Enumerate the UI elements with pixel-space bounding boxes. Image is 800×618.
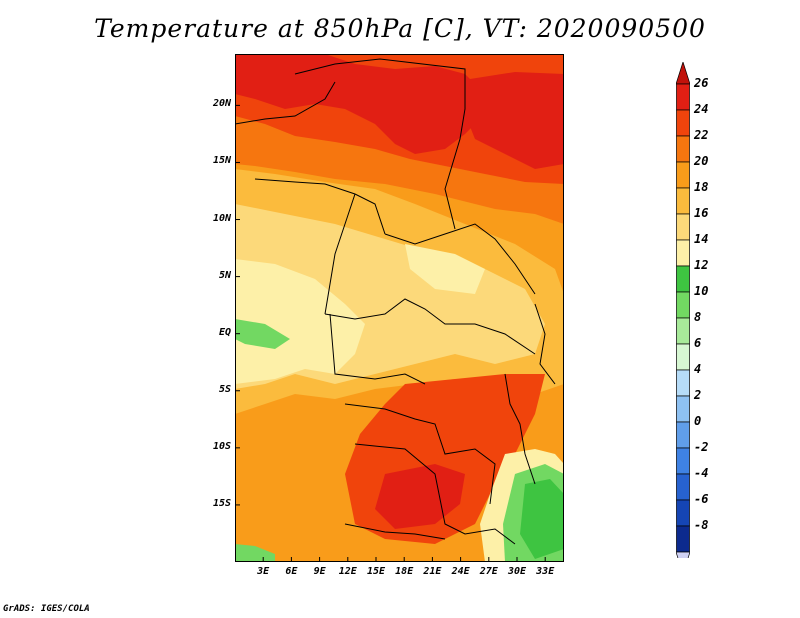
- colorbar-swatch: [676, 187, 690, 215]
- contour-26: [235, 54, 485, 154]
- lat-label: EQ: [218, 326, 231, 338]
- lat-label: 5S: [218, 383, 231, 395]
- colorbar-swatch: [676, 369, 690, 397]
- credit-text: GrADS: IGES/COLA: [3, 604, 90, 614]
- colorbar-swatch: [676, 265, 690, 293]
- colorbar-swatch: [676, 395, 690, 423]
- colorbar-label: 12: [694, 258, 709, 272]
- colorbar-swatch: [676, 473, 690, 501]
- colorbar-swatch: [676, 447, 690, 475]
- colorbar-label: 26: [694, 76, 709, 90]
- lon-label: 6E: [285, 566, 298, 577]
- lon-label: 24E: [451, 566, 470, 577]
- lat-label: 10S: [212, 440, 231, 452]
- colorbar-label: 22: [694, 128, 709, 142]
- contour-26-ne: [465, 72, 564, 169]
- colorbar-label: -6: [694, 492, 709, 506]
- map-frame: [235, 54, 564, 562]
- lon-label: 12E: [338, 566, 357, 577]
- colorbar-label: 6: [694, 336, 702, 350]
- contour-10-wcoast: [235, 319, 290, 349]
- temperature-map: [235, 54, 564, 562]
- colorbar-label: 4: [694, 362, 702, 376]
- colorbar-swatch: [676, 213, 690, 241]
- lon-label: 33E: [536, 566, 555, 577]
- lon-label: 27E: [479, 566, 498, 577]
- lon-label: 21E: [423, 566, 442, 577]
- colorbar: [676, 62, 690, 558]
- contour-10: [520, 479, 564, 559]
- colorbar-swatch: [676, 109, 690, 137]
- lon-label: 30E: [507, 566, 527, 577]
- colorbar-label: 10: [694, 284, 709, 298]
- colorbar-bottom-arrow: [676, 551, 690, 558]
- lat-label: 20N: [212, 98, 231, 110]
- contour-14: [235, 259, 365, 384]
- contour-10-sw: [235, 544, 275, 562]
- chart-title: Temperature at 850hPa [C], VT: 202009050…: [94, 14, 706, 43]
- country-boundaries: [235, 58, 556, 545]
- lat-label: 10N: [212, 212, 231, 224]
- colorbar-label: 18: [694, 180, 709, 194]
- colorbar-swatch: [676, 83, 690, 111]
- colorbar-swatch: [676, 317, 690, 345]
- colorbar-label: 2: [694, 388, 702, 402]
- lat-label: 15N: [212, 155, 231, 167]
- contour-14-east: [405, 244, 485, 294]
- latitude-ticks: [235, 104, 240, 506]
- longitude-ticks: [262, 557, 546, 562]
- colorbar-label: 8: [694, 310, 702, 324]
- colorbar-label: 0: [694, 414, 702, 428]
- colorbar-swatch: [676, 525, 690, 553]
- colorbar-label: -8: [694, 518, 709, 532]
- lat-label: 15S: [212, 497, 231, 509]
- lat-label: 5N: [218, 269, 231, 281]
- colorbar-swatch: [676, 421, 690, 449]
- colorbar-swatch: [676, 499, 690, 527]
- colorbar-label: 20: [694, 154, 709, 168]
- colorbar-swatch: [676, 135, 690, 163]
- colorbar-label: -2: [694, 440, 709, 454]
- colorbar-label: -4: [694, 466, 709, 480]
- lon-label: 9E: [313, 566, 326, 577]
- colorbar-label: 24: [694, 102, 709, 116]
- colorbar-swatch: [676, 239, 690, 267]
- colorbar-swatch: [676, 291, 690, 319]
- lon-label: 3E: [257, 566, 270, 577]
- colorbar-swatch: [676, 343, 690, 371]
- colorbar-swatch: [676, 161, 690, 189]
- lon-label: 15E: [366, 566, 386, 577]
- colorbar-label: 14: [694, 232, 709, 246]
- lon-label: 18E: [395, 566, 414, 577]
- colorbar-top-arrow: [676, 62, 690, 85]
- colorbar-label: 16: [694, 206, 709, 220]
